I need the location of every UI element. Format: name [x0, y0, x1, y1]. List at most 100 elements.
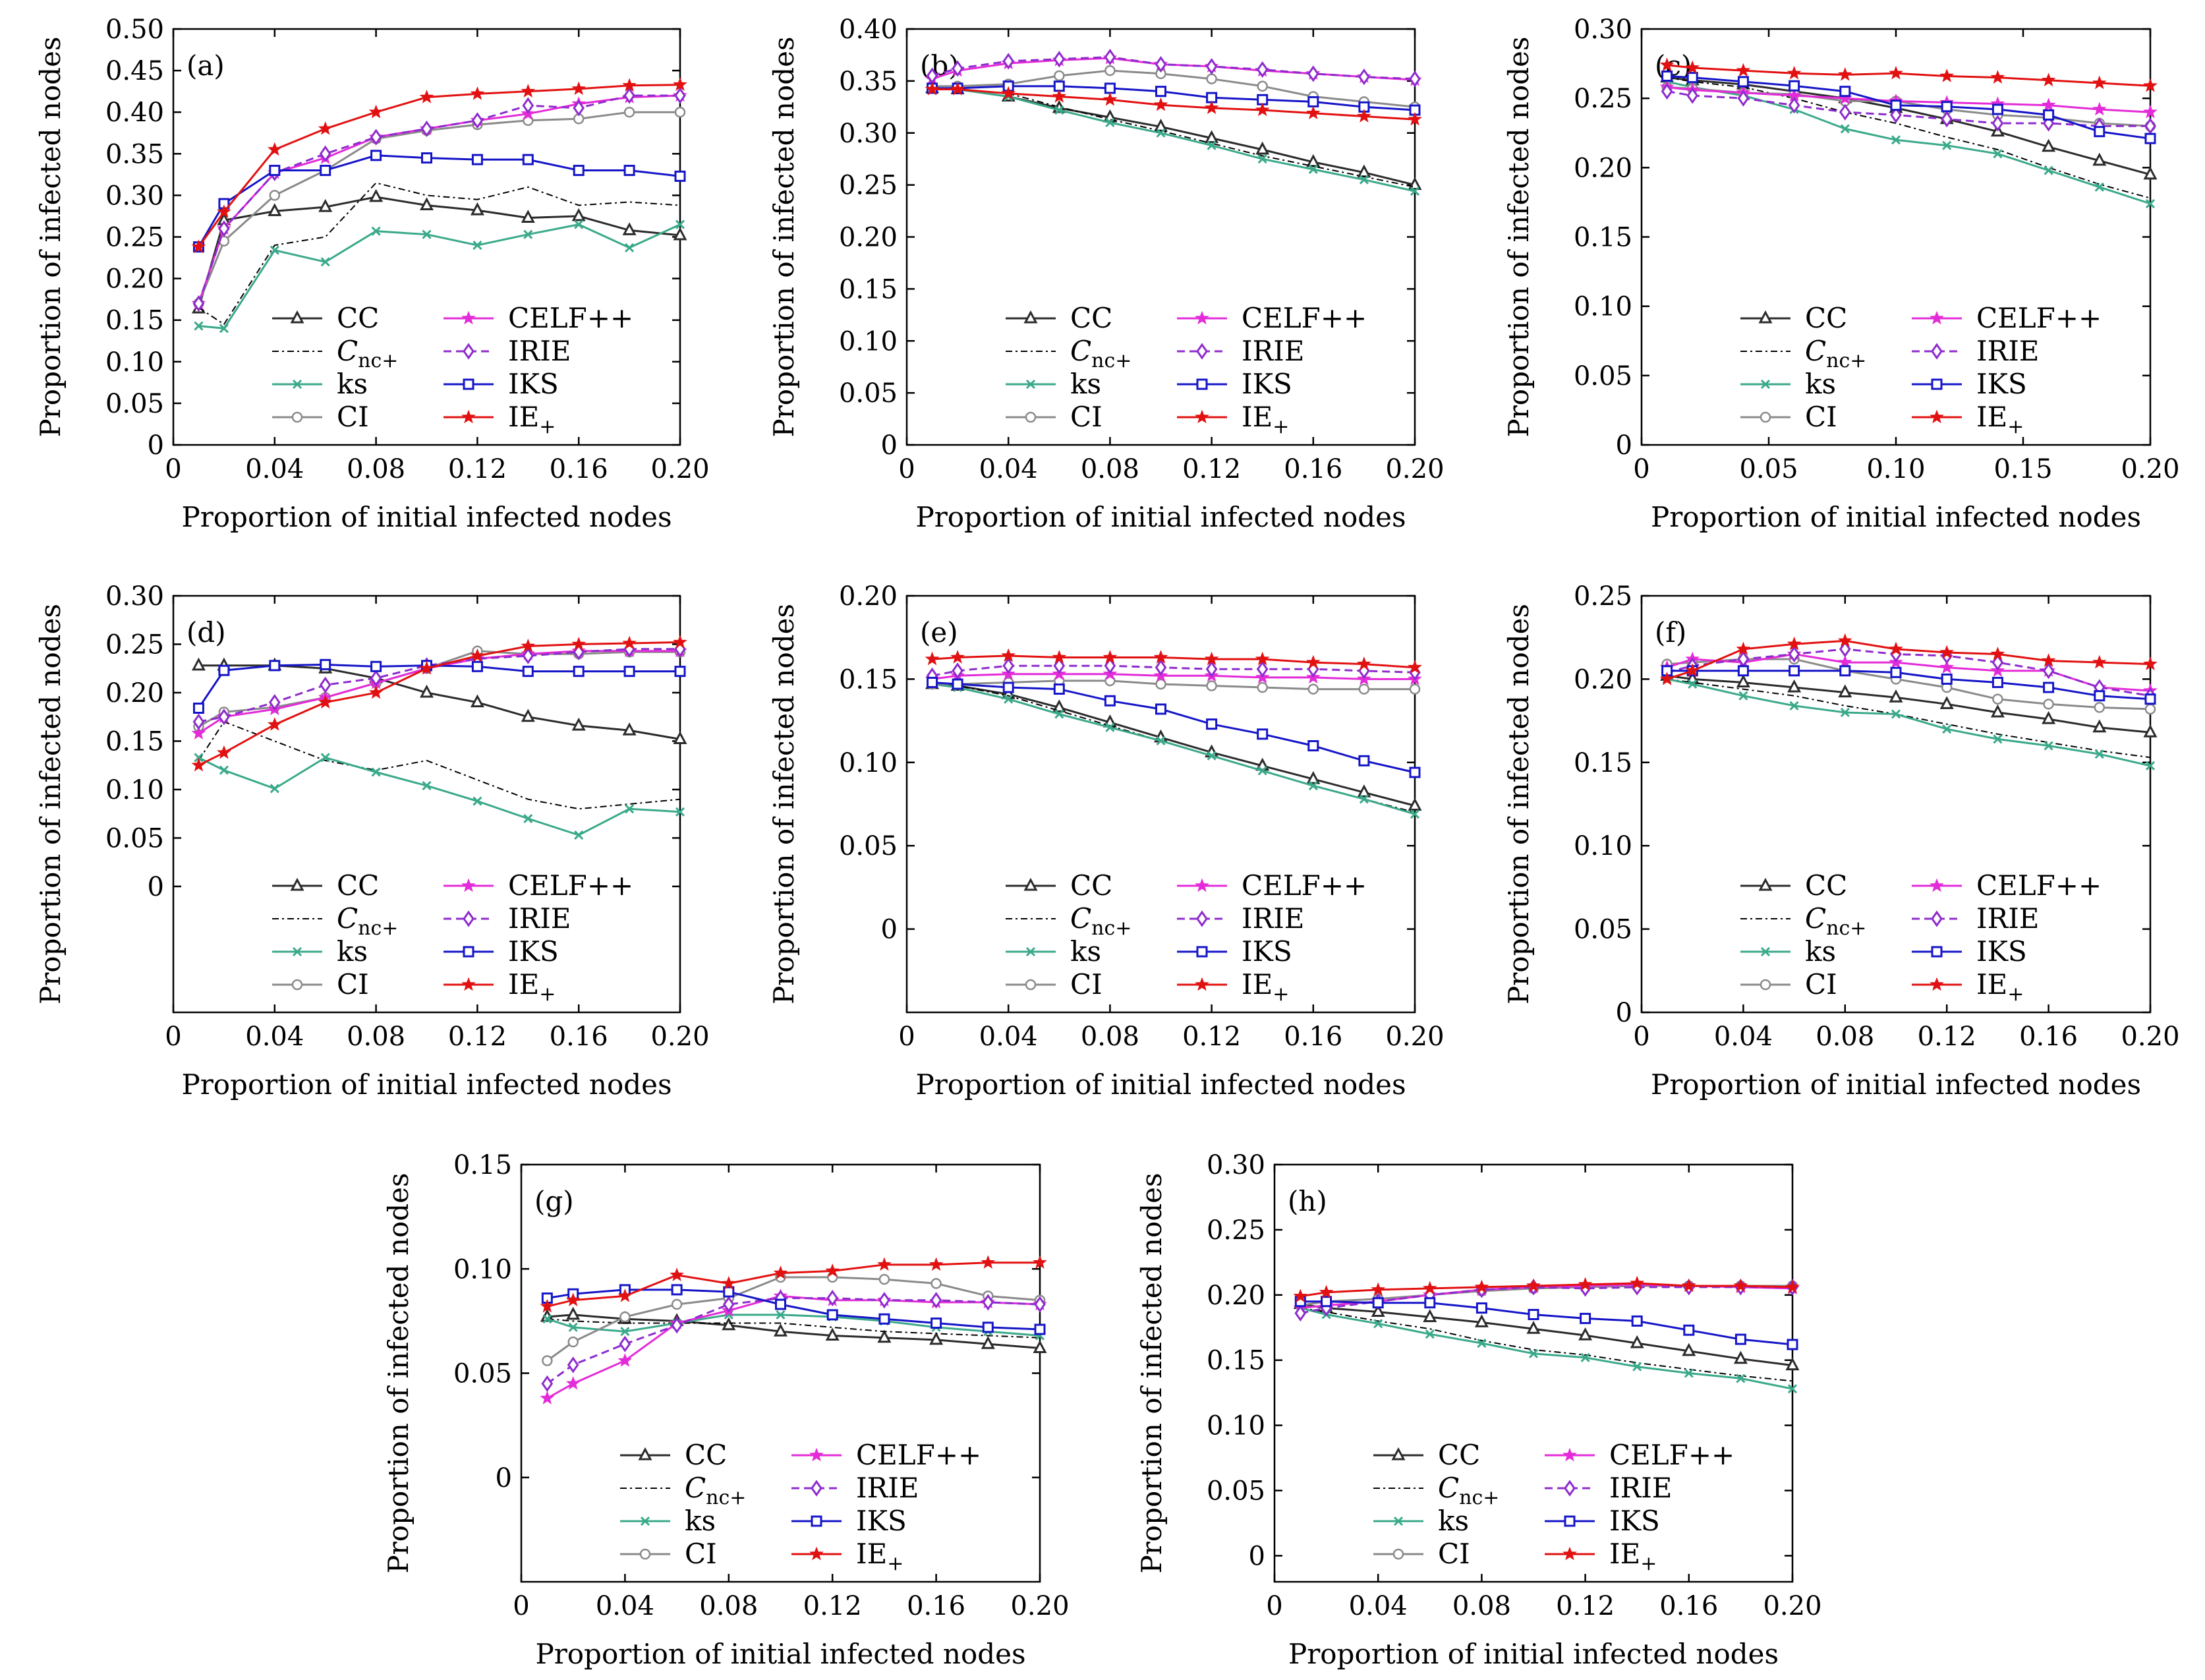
data-point: [194, 753, 204, 763]
legend-label: IE+: [1609, 1538, 1657, 1575]
x-tick-label: 0.20: [1763, 1591, 1821, 1621]
data-point: [1789, 80, 1800, 92]
data-point: [565, 1292, 581, 1306]
data-point: [622, 722, 637, 736]
data-point: [1736, 63, 1751, 77]
data-point: [369, 188, 384, 202]
legend-marker: [1931, 343, 1943, 360]
data-point: [2042, 710, 2056, 724]
data-point: [1788, 645, 1800, 663]
data-point: [218, 664, 230, 676]
data-point: [471, 154, 483, 165]
data-point: [542, 1314, 552, 1324]
data-point: [1305, 105, 1321, 120]
data-point: [191, 657, 206, 671]
legend-marker: [292, 379, 302, 390]
x-tick-label: 0.12: [803, 1591, 862, 1621]
y-tick-label: 0.20: [1574, 153, 1632, 183]
x-tick-label: 0.12: [448, 454, 507, 484]
y-tick-label: 0.10: [1207, 1411, 1265, 1441]
data-point: [1206, 680, 1217, 691]
data-point: [1002, 53, 1015, 70]
legend-marker: [461, 409, 476, 424]
data-point: [722, 1296, 735, 1313]
data-point: [1736, 1374, 1746, 1383]
data-point: [1659, 57, 1675, 71]
y-tick-label: 0.15: [839, 664, 898, 695]
panel-label: (f): [1655, 616, 1686, 649]
legend-label: CI: [337, 968, 369, 1000]
data-point: [1307, 65, 1319, 82]
data-point: [521, 709, 535, 722]
data-point: [1737, 76, 1749, 88]
data-point: [2144, 693, 2156, 705]
data-point: [950, 82, 965, 96]
panel-label: (g): [534, 1185, 574, 1217]
data-point: [1787, 679, 1802, 693]
series-Cnc+: [932, 87, 1416, 188]
data-point: [1358, 755, 1370, 767]
x-axis-label: Proportion of initial infected nodes: [535, 1638, 1025, 1670]
data-point: [2094, 126, 2105, 138]
data-point: [1373, 1319, 1383, 1329]
legend-marker: [290, 877, 304, 891]
legend-label: IE+: [1976, 968, 2024, 1006]
data-point: [674, 170, 686, 182]
data-point: [1257, 681, 1268, 693]
data-point: [981, 1255, 996, 1269]
data-point: [270, 245, 279, 255]
data-point: [1840, 124, 1850, 134]
legend-marker: [811, 1480, 822, 1497]
series-IRIE: [1661, 83, 2156, 134]
x-tick-label: 0.08: [347, 454, 405, 484]
data-point: [470, 648, 485, 662]
data-point: [2143, 166, 2158, 180]
data-point: [619, 1311, 631, 1323]
series-IE+: [540, 1255, 1047, 1313]
data-point: [982, 1321, 994, 1333]
data-point: [191, 239, 206, 253]
x-tick-label: 0.16: [2019, 1022, 2078, 1052]
series-CC: [540, 1306, 1047, 1354]
data-point: [1155, 703, 1166, 715]
legend-label: IRIE: [1242, 335, 1304, 367]
data-point: [1359, 794, 1369, 804]
data-point: [318, 695, 333, 709]
legend-label: CC: [337, 869, 379, 902]
legend-label: CELF++: [1609, 1439, 1734, 1471]
legend-label: Cnc+: [1438, 1472, 1499, 1509]
legend-marker: [1025, 946, 1036, 957]
legend-marker: [1931, 910, 1943, 927]
x-tick-label: 0: [165, 1022, 181, 1052]
data-point: [1939, 69, 1955, 82]
data-point: [673, 635, 687, 649]
x-tick-label: 0.20: [1010, 1591, 1069, 1621]
data-point: [1942, 724, 1952, 734]
legend-label: CC: [1438, 1439, 1480, 1471]
data-point: [218, 709, 230, 726]
data-point: [1357, 784, 1371, 797]
legend-marker: [1758, 310, 1773, 324]
data-point: [675, 807, 685, 817]
data-point: [1410, 187, 1420, 196]
x-tick-label: 0.20: [1385, 1022, 1444, 1052]
legend-marker: [292, 946, 302, 957]
data-point: [2092, 152, 2107, 166]
series-line: [547, 1318, 1041, 1339]
data-point: [623, 106, 635, 118]
legend-label: CI: [1805, 968, 1837, 1000]
data-point: [622, 222, 637, 235]
data-point: [878, 1292, 890, 1309]
data-point: [1409, 683, 1421, 695]
data-point: [1206, 73, 1217, 84]
data-point: [522, 154, 534, 165]
data-point: [1659, 671, 1675, 685]
y-tick-label: 0: [1249, 1541, 1265, 1571]
data-point: [1359, 175, 1369, 185]
data-point: [1991, 115, 2004, 132]
data-point: [1052, 89, 1067, 103]
legend-label: CC: [1805, 869, 1847, 902]
series-Cnc+: [547, 1318, 1041, 1339]
data-point: [267, 142, 282, 156]
legend-label: IRIE: [1609, 1472, 1672, 1504]
